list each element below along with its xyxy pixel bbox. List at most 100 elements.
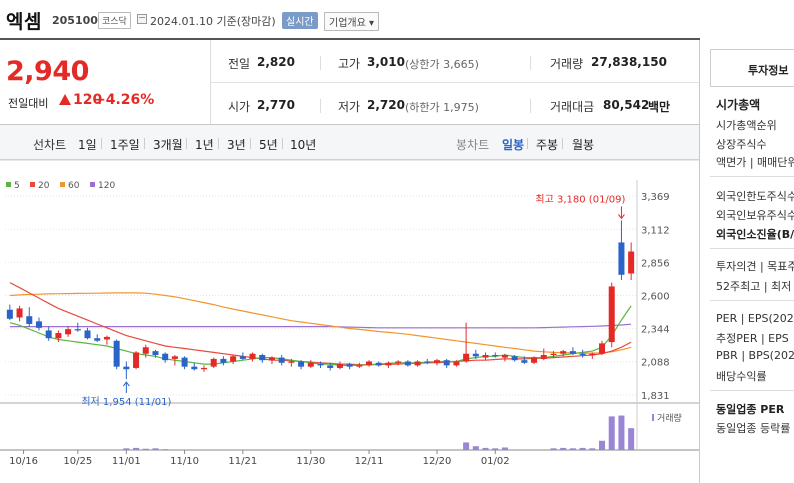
volume-bar: [560, 447, 567, 450]
candle-chart-tab[interactable]: 봉차트: [456, 138, 490, 152]
low-value: 2,720: [367, 98, 405, 112]
legend-label: 60: [68, 181, 80, 191]
period-1y[interactable]: 1년: [195, 138, 214, 152]
candle: [589, 352, 596, 359]
max-arrow-head: [618, 214, 625, 220]
x-tick-label: 11/30: [296, 456, 325, 467]
candle-body: [278, 357, 285, 363]
candle: [511, 355, 518, 362]
candle-body: [327, 365, 334, 368]
candle: [463, 322, 470, 363]
line-chart-tab[interactable]: 선차트: [33, 138, 67, 152]
candle: [608, 282, 615, 348]
candle-body: [307, 362, 314, 367]
x-tick-label: 12/20: [423, 456, 452, 467]
market-badge: 코스닥: [98, 12, 131, 29]
candle-body: [608, 286, 615, 343]
candle-body: [181, 357, 188, 367]
legend-label: 20: [38, 181, 50, 191]
candle-body: [569, 351, 576, 354]
candle-body: [336, 364, 343, 368]
chart-legend: 5 20 60 120: [6, 181, 115, 191]
period-1d[interactable]: 1일: [78, 138, 97, 152]
realtime-button[interactable]: 실시간: [282, 12, 318, 29]
candle-body: [45, 330, 52, 339]
toolbar-sep: [282, 138, 283, 149]
candle: [142, 344, 149, 358]
candle-body: [298, 361, 305, 367]
amount-unit: 백만: [648, 100, 671, 114]
company-overview-dropdown[interactable]: 기업개요 ▾: [324, 12, 379, 31]
pbr-bps: PBR | BPS(2023): [716, 349, 794, 362]
candle-body: [395, 361, 402, 363]
stats-row-divider: [210, 82, 700, 83]
period-3m[interactable]: 3개월: [153, 138, 183, 152]
candle: [531, 356, 538, 365]
candle: [492, 352, 499, 358]
period-1w[interactable]: 1주일: [110, 138, 140, 152]
candle-body: [162, 353, 169, 361]
sidebar-divider: [710, 176, 794, 177]
candle-body: [103, 336, 110, 340]
candle-body: [385, 362, 392, 366]
change-label: 전일대비: [8, 97, 49, 110]
legend-swatch: [90, 182, 95, 187]
candle: [307, 360, 314, 368]
period-10y[interactable]: 10년: [290, 138, 317, 152]
amount-label: 거래대금: [550, 100, 595, 114]
candle: [210, 357, 217, 368]
ma5-line: [9, 305, 632, 366]
y-tick-label: 3,369: [641, 192, 670, 203]
candle: [414, 360, 421, 367]
candle-body: [210, 358, 217, 367]
lower-limit: (하한가 1,975): [405, 101, 479, 114]
candle-body: [239, 356, 246, 359]
prev-close-value: 2,820: [257, 55, 295, 69]
stats-sep: [530, 99, 531, 113]
investment-info-tab-label: 투자정보: [748, 64, 789, 77]
investment-info-tab[interactable]: [710, 49, 794, 87]
period-5y[interactable]: 5년: [259, 138, 278, 152]
candle: [540, 348, 547, 361]
volume-bar: [463, 442, 470, 450]
candle-body: [133, 352, 140, 368]
candle-body: [375, 362, 382, 366]
sidebar-divider: [710, 300, 794, 301]
volume-bar: [589, 448, 596, 450]
candle-body: [433, 360, 441, 363]
candle: [16, 305, 23, 322]
candle-body: [521, 360, 528, 363]
candle-daily[interactable]: 일봉: [502, 138, 525, 152]
candle-body: [424, 361, 431, 363]
candle: [103, 335, 110, 345]
candle: [569, 347, 576, 356]
candle-body: [200, 367, 208, 370]
min-annotation: 최저 1,954 (11/01): [81, 396, 171, 408]
x-tick-label: 12/11: [355, 456, 384, 467]
candle-body: [84, 330, 91, 339]
candle-weekly[interactable]: 주봉: [536, 138, 559, 152]
toolbar-sep: [144, 138, 145, 149]
toolbar-sep: [218, 138, 219, 149]
candle: [6, 304, 13, 321]
chart-grid: [0, 160, 700, 451]
candle: [239, 352, 246, 361]
candle-body: [443, 360, 450, 366]
market-cap-title: 시가총액: [716, 98, 761, 112]
candle-monthly[interactable]: 월봉: [572, 138, 595, 152]
candle-body: [472, 353, 479, 357]
investment-opinion: 투자의견 | 목표주가: [716, 260, 794, 273]
candle: [346, 362, 353, 370]
stock-chart[interactable]: 5 20 60 120 3,369 3,112 2,856 2,600 2,344 2,088 1…: [0, 160, 700, 483]
candle: [366, 360, 373, 367]
candle-body: [501, 355, 508, 358]
candle-body: [55, 333, 62, 339]
candle: [599, 340, 606, 356]
period-3y[interactable]: 3년: [227, 138, 246, 152]
candle-body: [482, 355, 489, 358]
y-axis-ticks: 3,369 3,112 2,856 2,600 2,344 2,088 1,831: [641, 192, 670, 402]
candle-body: [511, 356, 518, 361]
candle-body: [230, 356, 237, 362]
candle: [113, 339, 120, 370]
x-tick-label: 11/10: [170, 456, 199, 467]
